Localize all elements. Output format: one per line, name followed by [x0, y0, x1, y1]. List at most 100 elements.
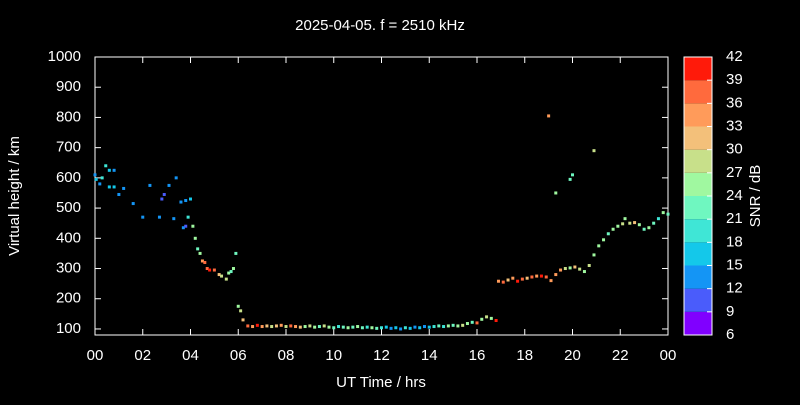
y-tick-label: 800 [56, 108, 81, 125]
colorbar-tick-label: 42 [726, 48, 743, 65]
data-point [274, 324, 278, 328]
data-point [568, 177, 572, 181]
data-point [656, 217, 660, 221]
y-tick-label: 500 [56, 199, 81, 216]
data-point [181, 226, 185, 230]
data-point [647, 226, 651, 230]
data-point [465, 322, 469, 326]
data-point [621, 222, 625, 226]
y-tick-label: 1000 [48, 48, 81, 65]
data-point [186, 215, 190, 219]
colorbar-tick-label: 39 [726, 71, 743, 88]
data-point [117, 192, 121, 196]
data-point [442, 325, 446, 329]
x-tick-label: 00 [87, 347, 104, 364]
data-point [191, 224, 195, 228]
data-point [167, 183, 171, 187]
data-point [563, 267, 567, 271]
data-point [217, 273, 221, 277]
data-point [241, 318, 245, 322]
data-point [365, 325, 369, 329]
data-point [351, 325, 355, 329]
data-point [107, 168, 111, 172]
data-point [616, 224, 620, 228]
data-point [494, 318, 498, 322]
data-point [539, 274, 543, 278]
data-point [189, 197, 192, 201]
data-point [418, 326, 422, 330]
data-point [174, 176, 178, 180]
colorbar-segment [684, 149, 712, 173]
data-point [496, 279, 500, 283]
y-tick-label: 700 [56, 139, 81, 156]
data-point [131, 202, 135, 206]
data-point [652, 221, 656, 225]
data-point [380, 326, 383, 330]
colorbar-tick-label: 33 [726, 117, 743, 134]
x-tick-label: 04 [182, 347, 199, 364]
data-point [597, 244, 601, 248]
colorbar-tick-label: 15 [726, 256, 743, 273]
data-point [571, 173, 574, 177]
colorbar-label: SNR / dB [747, 165, 764, 228]
x-tick-label: 12 [373, 347, 390, 364]
data-point [642, 227, 646, 231]
data-point [220, 274, 224, 278]
data-point [308, 324, 312, 328]
data-point [107, 185, 111, 189]
data-point [554, 191, 558, 195]
data-point [559, 268, 563, 272]
data-point [525, 276, 529, 280]
data-point [573, 265, 577, 269]
data-point [193, 236, 197, 240]
data-point [231, 267, 235, 271]
data-point [148, 183, 152, 187]
data-point [100, 176, 104, 180]
data-point [437, 324, 441, 328]
colorbar-tick-label: 36 [726, 94, 743, 111]
data-point [246, 324, 250, 328]
data-point [506, 278, 510, 282]
data-point [298, 325, 302, 329]
data-point [196, 247, 200, 251]
data-point [341, 325, 345, 329]
data-point [198, 251, 202, 255]
data-point [394, 326, 398, 330]
x-axis-label: UT Time / hrs [336, 374, 426, 391]
data-point [403, 326, 407, 330]
data-point [208, 268, 212, 272]
data-point [408, 326, 412, 330]
data-point [203, 260, 207, 264]
colorbar-tick-label: 6 [726, 326, 734, 343]
data-point [224, 277, 228, 281]
data-point [535, 274, 539, 278]
x-tick-label: 06 [230, 347, 247, 364]
colorbar-segment [684, 172, 712, 196]
data-point [623, 217, 627, 221]
data-point [234, 251, 238, 255]
y-tick-label: 200 [56, 290, 81, 307]
data-point [157, 215, 161, 219]
data-point [236, 304, 240, 308]
colorbar-tick-label: 21 [726, 210, 743, 227]
data-point [549, 279, 553, 283]
x-tick-label: 18 [516, 347, 533, 364]
y-axis-label: Virtual height / km [6, 136, 23, 256]
data-point [582, 270, 586, 274]
data-point [399, 327, 403, 331]
colorbar-tick-label: 30 [726, 141, 743, 158]
data-point [112, 185, 116, 189]
data-point [475, 321, 479, 325]
data-point [451, 323, 455, 327]
data-point [104, 164, 108, 168]
data-point [516, 279, 520, 283]
colorbar-segment [684, 242, 712, 266]
data-point [592, 149, 596, 153]
data-point [446, 324, 450, 328]
data-point [289, 324, 293, 328]
y-tick-label: 100 [56, 320, 81, 337]
data-point [578, 267, 582, 271]
data-point [200, 259, 204, 263]
